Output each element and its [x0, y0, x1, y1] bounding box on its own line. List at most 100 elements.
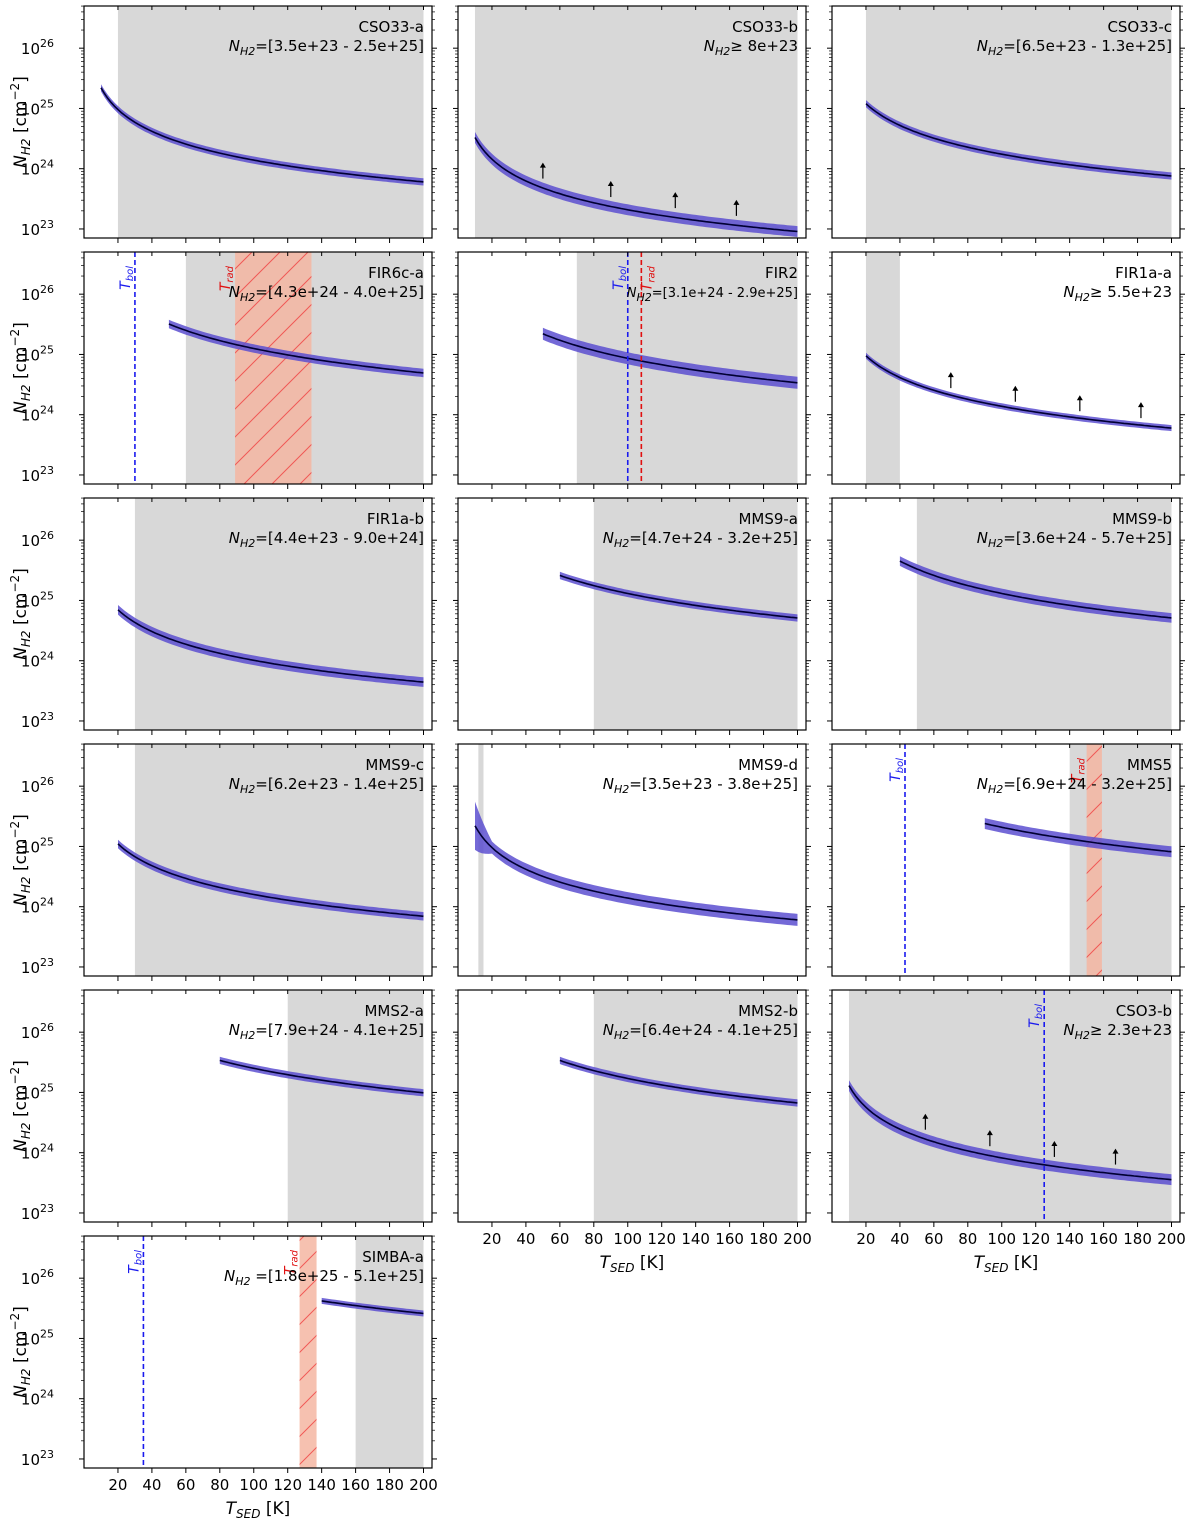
y-tick-exponent: 25 — [40, 835, 54, 848]
source-name: MMS2-a — [364, 1002, 424, 1020]
nh2-range: NH2=[6.2e+23 - 1.4e+25] — [229, 775, 424, 796]
uncertainty-band — [475, 801, 798, 926]
x-tick-label: 20 — [482, 1230, 501, 1248]
x-axis-label-unit: [K] — [635, 1253, 665, 1273]
y-tick-exponent: 26 — [40, 775, 54, 788]
uncertainty-band — [542, 327, 798, 389]
x-tick-label: 120 — [273, 1476, 302, 1494]
y-tick-label: 1026 — [21, 775, 54, 796]
y-axis-label: NH2 [cm−2] — [8, 76, 33, 168]
x-tick-label: 20 — [108, 1476, 127, 1494]
nh2-range: NH2=[4.3e+24 - 4.0e+25] — [229, 283, 424, 304]
trad-label: Trad — [1070, 757, 1088, 783]
arrow-head — [607, 181, 614, 187]
tbol-label-sub: bol — [125, 266, 136, 281]
x-tick-label: 100 — [239, 1476, 268, 1494]
uncertainty-band — [849, 1080, 1172, 1186]
trad-label-sub: rad — [1077, 757, 1088, 774]
source-name: FIR1a-b — [367, 510, 424, 528]
y-tick-exponent: 25 — [40, 97, 54, 110]
y-axis-label-unit: [cm — [11, 101, 31, 139]
plot-area — [474, 744, 798, 976]
nh2-prefix: N — [229, 529, 240, 547]
y-tick-label: 1026 — [21, 1021, 54, 1042]
nh2-sub: H2 — [240, 1029, 255, 1042]
x-axis-label-sub: SED — [984, 1261, 1008, 1275]
source-name: MMS5 — [1127, 756, 1172, 774]
nh2-value: =[3.5e+23 - 3.8e+25] — [629, 775, 798, 793]
nh2-prefix: N — [229, 283, 240, 301]
nh2-value: =[3.1e+24 - 2.9e+25] — [652, 286, 798, 301]
y-tick-base: 10 — [21, 1391, 40, 1409]
nh2-prefix: N — [603, 529, 614, 547]
y-tick-label: 1025 — [21, 1327, 54, 1348]
nh2-prefix: N — [1063, 1021, 1074, 1039]
x-tick-label: 80 — [210, 1476, 229, 1494]
nh2-prefix: N — [229, 775, 240, 793]
nh2-prefix: N — [977, 775, 988, 793]
x-tick-label: 100 — [613, 1230, 642, 1248]
nh2-curve — [559, 574, 798, 619]
y-tick-base: 10 — [21, 532, 40, 550]
nh2-range: NH2=[3.5e+23 - 3.8e+25] — [603, 775, 798, 796]
y-tick-base: 10 — [21, 1330, 40, 1348]
nh2-range: NH2=[3.1e+24 - 2.9e+25] — [627, 286, 798, 304]
uncertainty-band — [475, 132, 798, 237]
x-tick-label: 100 — [987, 1230, 1016, 1248]
shaded-region — [478, 744, 484, 976]
y-axis-label-sub: H2 — [19, 1368, 33, 1385]
trad-hatch — [1086, 744, 1102, 976]
x-axis-label-main: T — [600, 1253, 612, 1273]
y-tick-exponent: 26 — [40, 1267, 54, 1280]
nh2-sub: H2 — [614, 537, 629, 550]
y-tick-exponent: 23 — [40, 218, 54, 231]
source-name: CSO3-b — [1116, 1002, 1172, 1020]
y-axis-label-exp: −2 — [8, 329, 22, 347]
nh2-curve — [848, 1085, 1172, 1181]
y-tick-label: 1023 — [21, 956, 54, 977]
trad-hatch — [299, 1236, 317, 1468]
plot-area — [134, 252, 424, 484]
y-axis-label-close: ] — [11, 1060, 31, 1067]
y-tick-exponent: 25 — [40, 343, 54, 356]
x-tick-label: 180 — [1123, 1230, 1152, 1248]
plot-area — [559, 498, 798, 730]
source-name: MMS9-b — [1112, 510, 1172, 528]
shaded-region — [117, 6, 424, 238]
tbol-label-main: T — [118, 280, 134, 290]
tbol-label-main: T — [1027, 1018, 1043, 1028]
shaded-region — [134, 744, 424, 976]
y-tick-base: 10 — [21, 407, 40, 425]
nh2-sub: H2 — [235, 1275, 250, 1288]
x-tick-label: 160 — [341, 1476, 370, 1494]
nh2-curve — [474, 137, 798, 233]
plot-area — [899, 498, 1172, 730]
y-axis-label-main: N — [11, 893, 31, 906]
nh2-range: NH2=[3.5e+23 - 2.5e+25] — [229, 37, 424, 58]
y-tick-label: 1024 — [21, 650, 54, 671]
source-name: FIR1a-a — [1115, 264, 1172, 282]
nh2-value: =[6.5e+23 - 1.3e+25] — [1003, 37, 1172, 55]
plot-area — [904, 744, 1172, 976]
y-tick-label: 1023 — [21, 464, 54, 485]
y-tick-exponent: 23 — [40, 710, 54, 723]
shaded-region — [355, 1236, 424, 1468]
trad-label-main: T — [1070, 773, 1086, 783]
nh2-curve — [559, 1059, 798, 1104]
nh2-sub: H2 — [1075, 1029, 1090, 1042]
shaded-region — [848, 990, 1172, 1222]
uncertainty-band — [101, 84, 424, 186]
x-tick-label: 180 — [375, 1476, 404, 1494]
x-axis-label-unit: [K] — [1009, 1253, 1039, 1273]
x-tick-label: 80 — [958, 1230, 977, 1248]
y-tick-label: 1023 — [21, 1202, 54, 1223]
x-tick-label: 140 — [681, 1230, 710, 1248]
source-name: CSO33-a — [359, 18, 425, 36]
x-tick-label: 40 — [890, 1230, 909, 1248]
nh2-value: ≥ 5.5e+23 — [1090, 283, 1172, 301]
